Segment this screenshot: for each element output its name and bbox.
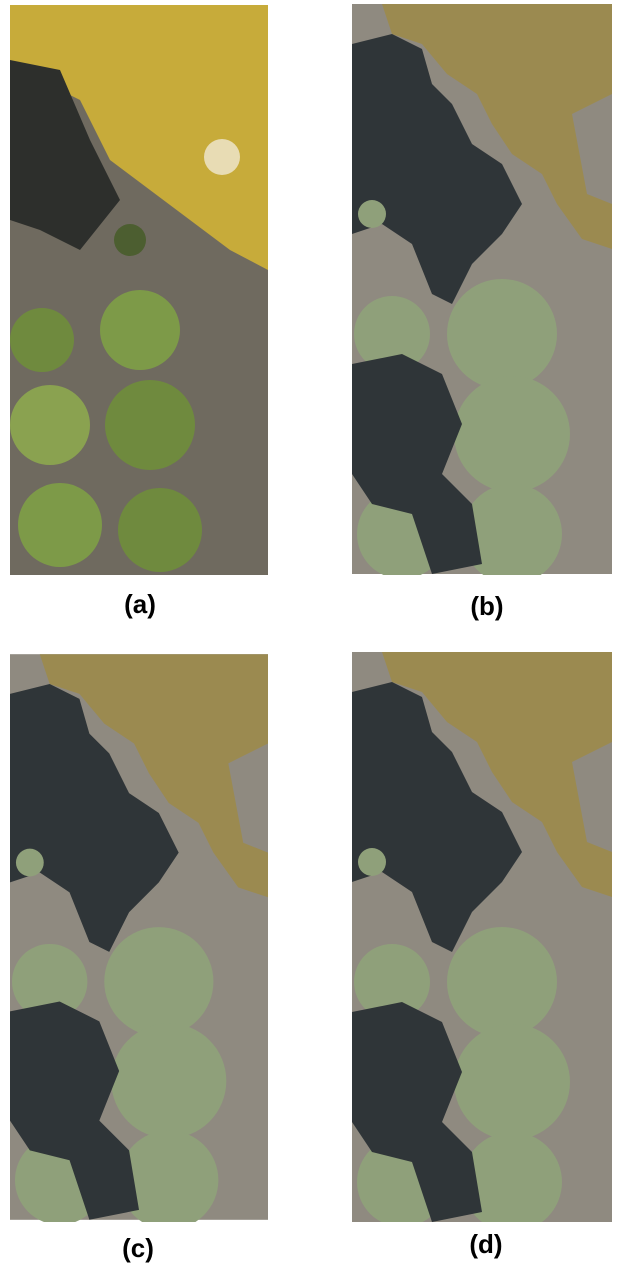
panel-label: (b) [470,591,503,621]
panel-d [344,652,612,1232]
panel-label: (c) [122,1233,154,1263]
panel-c [2,654,268,1230]
panel-a [10,5,268,575]
panel-b [344,4,612,584]
figure: (a) (b) (c) (d) [0,0,618,1270]
panel-label: (a) [124,589,156,619]
panel-label: (d) [469,1229,502,1259]
